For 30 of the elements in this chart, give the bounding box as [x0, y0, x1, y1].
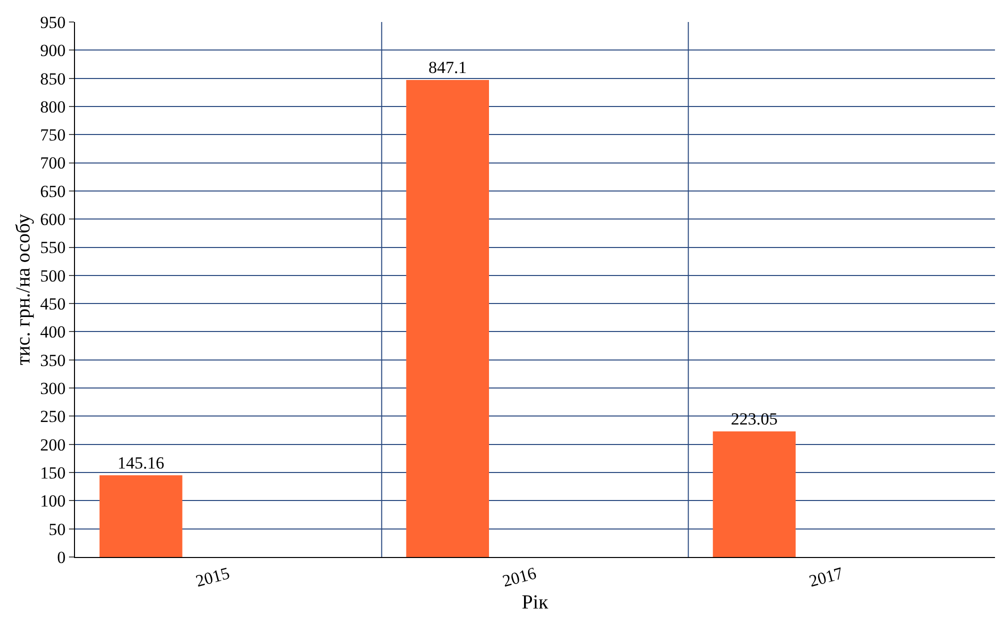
data-label: 847.1	[428, 58, 467, 77]
x-tick-label: 2016	[500, 564, 538, 591]
y-tick-label: 150	[40, 463, 66, 482]
x-tick-label: 2015	[194, 564, 232, 591]
y-tick-label: 750	[40, 126, 66, 145]
bar	[406, 80, 489, 557]
y-tick-label: 500	[40, 266, 66, 286]
y-tick-label: 550	[40, 238, 66, 258]
y-tick-label: 600	[40, 210, 66, 230]
y-tick-label: 250	[40, 407, 66, 426]
y-axis-title: тис. грн./на особу	[12, 214, 35, 366]
y-tick-label: 100	[40, 492, 66, 511]
data-label: 145.16	[118, 453, 164, 472]
y-tick-label: 50	[48, 520, 66, 539]
y-tick-label: 800	[40, 97, 66, 116]
y-tick-label: 350	[40, 350, 66, 370]
y-tick-label: 950	[40, 12, 66, 32]
y-tick-label: 400	[40, 322, 66, 342]
y-tick-label: 850	[40, 69, 66, 88]
y-tick-label: 0	[57, 548, 66, 567]
y-tick-label: 200	[40, 435, 66, 454]
y-tick-label: 700	[40, 154, 66, 173]
y-tick-label: 300	[40, 379, 66, 398]
bar	[712, 431, 796, 557]
y-tick-label: 450	[40, 294, 66, 314]
x-axis-title: Рік	[522, 591, 548, 614]
y-tick-label: 900	[40, 41, 66, 60]
y-tick-label: 650	[40, 182, 66, 201]
x-tick-label: 2017	[807, 563, 846, 591]
bar	[100, 475, 182, 557]
